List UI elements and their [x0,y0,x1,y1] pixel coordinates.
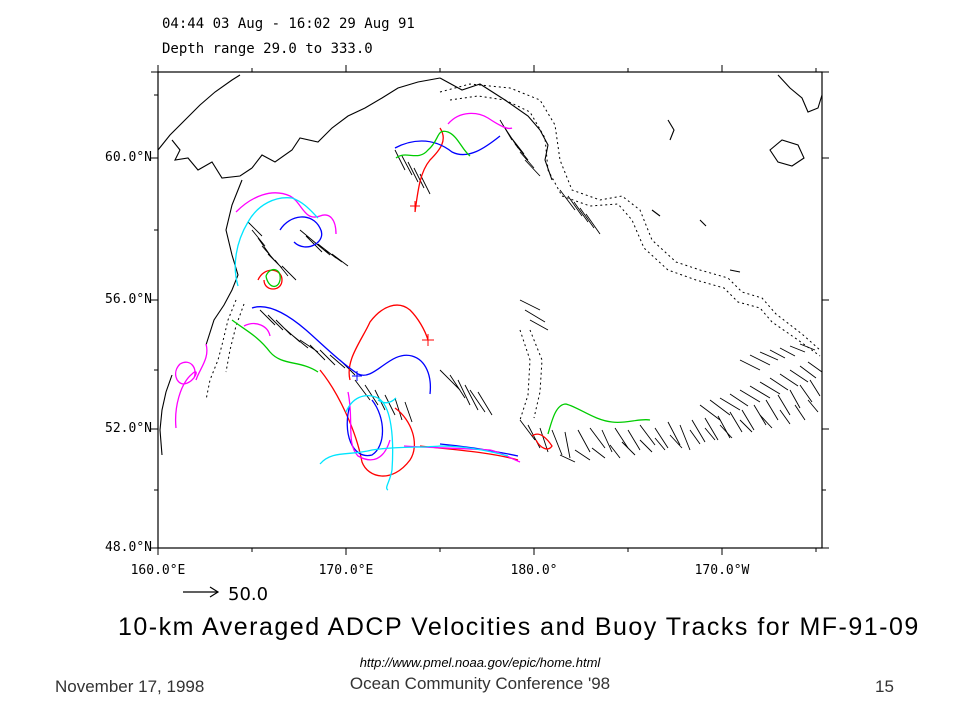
lon-label-170e: 170.0°E [318,563,374,578]
lat-label-60n: 60.0°N [105,150,152,165]
coastline [157,74,823,456]
track-cyan [234,197,509,491]
lat-label-52n: 52.0°N [105,421,152,436]
figure-title: 10-km Averaged ADCP Velocities and Buoy … [118,613,920,641]
track-red [257,127,553,477]
depth-contours [205,83,821,421]
scale-vector-label: 50.0 [228,584,269,605]
lon-label-180: 180.0° [510,563,558,578]
track-blue [251,135,519,457]
footer-page-number: 15 [875,677,894,696]
map-frame [157,71,823,549]
source-url-link[interactable]: http://www.pmel.noaa.gov/epic/home.html [359,655,601,670]
lat-label-56n: 56.0°N [105,292,152,307]
lat-label-48n: 48.0°N [105,540,152,555]
track-green [231,130,651,435]
footer-date: November 17, 1998 [55,677,205,696]
arrow-right-icon [183,586,220,598]
velocity-sticks [247,119,823,463]
lon-label-170w: 170.0°W [694,563,750,578]
lon-label-160e: 160.0°E [130,563,186,578]
depth-range-label: Depth range 29.0 to 333.0 [162,41,373,57]
track-magenta [174,112,521,463]
axis-ticks [151,65,829,555]
buoy-markers [410,201,434,346]
time-range-label: 04:44 03 Aug - 16:02 29 Aug 91 [162,16,415,32]
footer-conference: Ocean Community Conference '98 [349,674,611,693]
buoy-tracks [174,112,651,491]
